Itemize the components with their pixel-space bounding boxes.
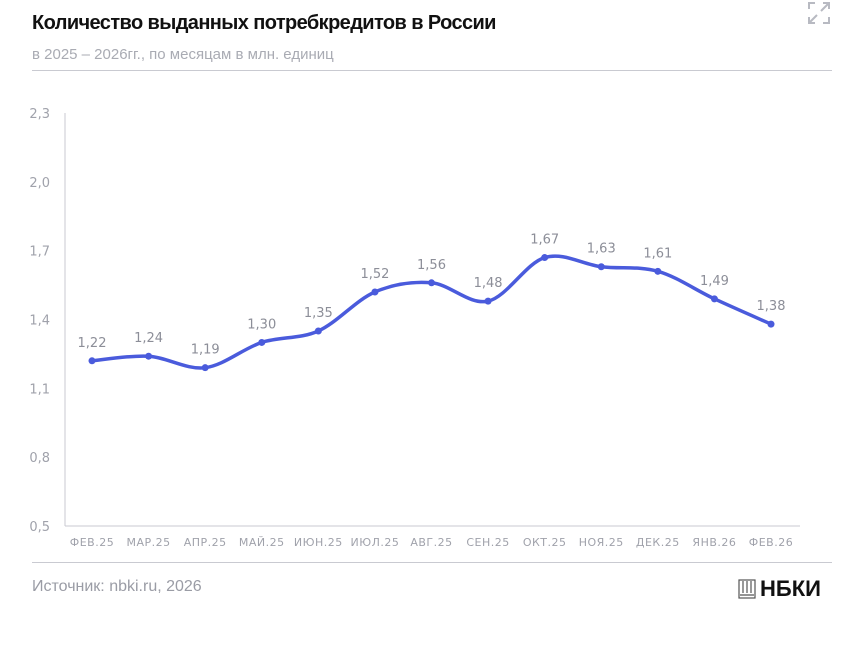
x-tick-label: ОКТ.25	[523, 536, 567, 549]
y-tick-label: 1,7	[29, 245, 50, 260]
data-point	[428, 279, 435, 287]
data-label: 1,67	[530, 233, 559, 248]
x-tick-label: ФЕВ.26	[749, 536, 793, 549]
data-label: 1,19	[191, 343, 220, 358]
y-tick-label: 2,0	[29, 176, 50, 191]
data-point	[767, 320, 775, 328]
x-tick-label: ЯНВ.26	[692, 536, 736, 549]
data-point	[314, 327, 322, 335]
expand-icon[interactable]	[806, 0, 832, 26]
x-tick-label: ИЮЛ.25	[350, 536, 399, 549]
data-label: 1,24	[134, 331, 163, 346]
data-label: 1,38	[757, 299, 786, 314]
data-point	[484, 297, 492, 305]
data-label: 1,56	[417, 258, 446, 273]
data-point	[201, 364, 209, 372]
x-tick-label: ИЮН.25	[294, 536, 343, 549]
data-point	[371, 288, 379, 296]
data-label: 1,52	[360, 267, 389, 282]
x-tick-label: МАР.25	[127, 536, 171, 549]
x-tick-label: ДЕК.25	[636, 536, 680, 549]
data-label: 1,35	[304, 306, 333, 321]
data-point	[597, 263, 605, 271]
x-tick-label: ФЕВ.25	[70, 536, 114, 549]
data-point	[145, 352, 153, 360]
y-tick-label: 2,3	[29, 107, 50, 122]
nbki-logo-icon	[738, 579, 756, 599]
source-text: Источник: nbki.ru, 2026	[32, 578, 202, 595]
logo-text: НБКИ	[760, 576, 821, 601]
line-chart: 0,5 0,8 1,1 1,4 1,7 2,0 2,3 ФЕВ.25 МАР.25 АПР.25 М…	[29, 107, 800, 549]
data-point	[654, 267, 662, 275]
y-tick-label: 0,5	[29, 520, 50, 535]
nbki-logo: НБКИ	[738, 576, 821, 602]
data-label: 1,30	[247, 317, 276, 332]
chart-title: Количество выданных потребкредитов в Рос…	[32, 12, 496, 34]
data-label: 1,63	[587, 242, 616, 257]
data-label: 1,48	[474, 276, 503, 291]
footer-divider	[32, 562, 832, 563]
data-label: 1,22	[78, 336, 107, 351]
x-tick-label: АВГ.25	[410, 536, 452, 549]
data-point	[88, 357, 96, 365]
y-tick-label: 0,8	[29, 451, 50, 466]
data-point	[541, 254, 549, 262]
x-tick-label: НОЯ.25	[579, 536, 624, 549]
y-tick-label: 1,4	[29, 314, 50, 329]
chart-subtitle: в 2025 – 2026гг., по месяцам в млн. един…	[32, 46, 334, 63]
x-tick-label: СЕН.25	[466, 536, 509, 549]
x-tick-label: АПР.25	[184, 536, 227, 549]
header-divider	[32, 70, 832, 71]
data-label: 1,49	[700, 274, 729, 289]
x-tick-label: МАЙ.25	[239, 536, 285, 549]
data-label: 1,61	[643, 246, 672, 261]
data-point	[710, 295, 718, 303]
data-point	[258, 338, 266, 346]
y-tick-label: 1,1	[29, 382, 50, 397]
